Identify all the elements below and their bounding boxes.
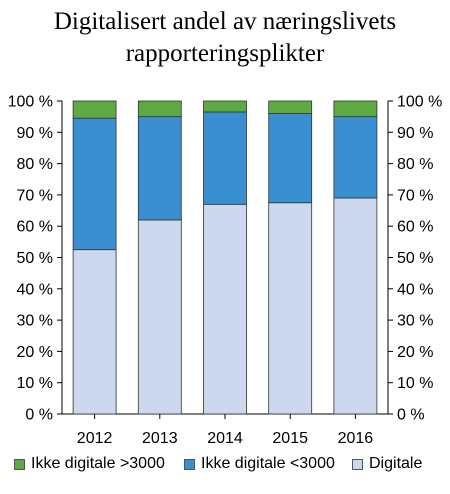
y-tick-label-right: 40 % [397,281,433,298]
y-tick-label-left: 60 % [17,219,53,236]
legend-swatch-blue [184,458,195,470]
bar-segment-ikke-digitale-3000-2016 [333,116,378,199]
legend-label: Ikke digitale <3000 [201,455,335,472]
bar-segment-digitale-2016 [333,197,378,415]
legend-swatch-light [352,458,363,470]
bar-segment-ikke-digitale-3000-2012 [72,100,117,119]
y-tick-label-right: 100 % [397,94,442,111]
y-tick-label-right: 90 % [397,125,433,142]
y-tick-label-right: 50 % [397,250,433,267]
y-tick-label-right: 30 % [397,313,433,330]
y-tick-label-left: 50 % [17,250,53,267]
legend-item-ikke-digitale-under-3000: Ikke digitale <3000 [184,455,335,473]
x-tick-label: 2012 [77,430,113,447]
bar-segment-ikke-digitale-3000-2015 [268,113,313,204]
bar-segment-digitale-2015 [268,202,313,415]
chart-title-line-1: Digitalisert andel av næringslivets [53,8,397,35]
bar-segment-ikke-digitale-3000-2013 [137,116,182,221]
y-tick-label-right: 80 % [397,156,433,173]
bar-segment-ikke-digitale-3000-2014 [203,111,247,205]
stacked-bar-chart: 0 % 0 % 10 % 10 % 20 % 20 % 30 % 30 % 40 % 40 % 50… [8,94,443,448]
x-tick-label: 2013 [142,430,178,447]
bar-segment-digitale-2014 [203,203,247,415]
y-tick-label-left: 80 % [17,156,53,173]
y-tick-label-left: 70 % [17,187,53,204]
legend-swatch-green [14,458,25,470]
y-tick-label-left: 100 % [8,94,53,111]
y-tick-label-left: 0 % [25,407,53,424]
bar-segment-digitale-2012 [72,249,117,415]
y-tick-label-left: 40 % [17,281,53,298]
bar-segment-ikke-digitale-3000-2012 [72,117,117,251]
y-tick-label-left: 30 % [17,313,53,330]
y-tick-label-right: 20 % [397,344,433,361]
bar-segment-ikke-digitale-3000-2014 [203,100,247,113]
y-tick-label-left: 20 % [17,344,53,361]
x-tick-label: 2014 [207,430,243,447]
legend-label: Digitale [369,455,423,472]
bar-segment-ikke-digitale-3000-2016 [333,100,378,118]
x-tick-label: 2015 [272,430,308,447]
legend: Ikke digitale >3000 Ikke digitale <3000 … [0,455,450,475]
bar-segment-ikke-digitale-3000-2015 [268,100,313,114]
y-tick-label-left: 90 % [17,125,53,142]
legend-label: Ikke digitale >3000 [31,455,165,472]
y-tick-label-left: 10 % [17,375,53,392]
y-tick-label-right: 70 % [397,187,433,204]
bar-segment-ikke-digitale-3000-2013 [137,100,182,118]
y-tick-label-right: 0 % [397,407,425,424]
legend-item-digitale: Digitale [352,455,422,473]
y-tick-label-right: 10 % [397,375,433,392]
x-tick-label: 2016 [338,430,374,447]
bar-segment-digitale-2013 [137,219,182,415]
chart-title: Digitalisert andel av næringslivets rapp… [0,6,450,70]
legend-item-ikke-digitale-over-3000: Ikke digitale >3000 [14,455,165,473]
chart-title-line-2: rapporteringsplikter [125,40,325,67]
y-tick-label-right: 60 % [397,219,433,236]
